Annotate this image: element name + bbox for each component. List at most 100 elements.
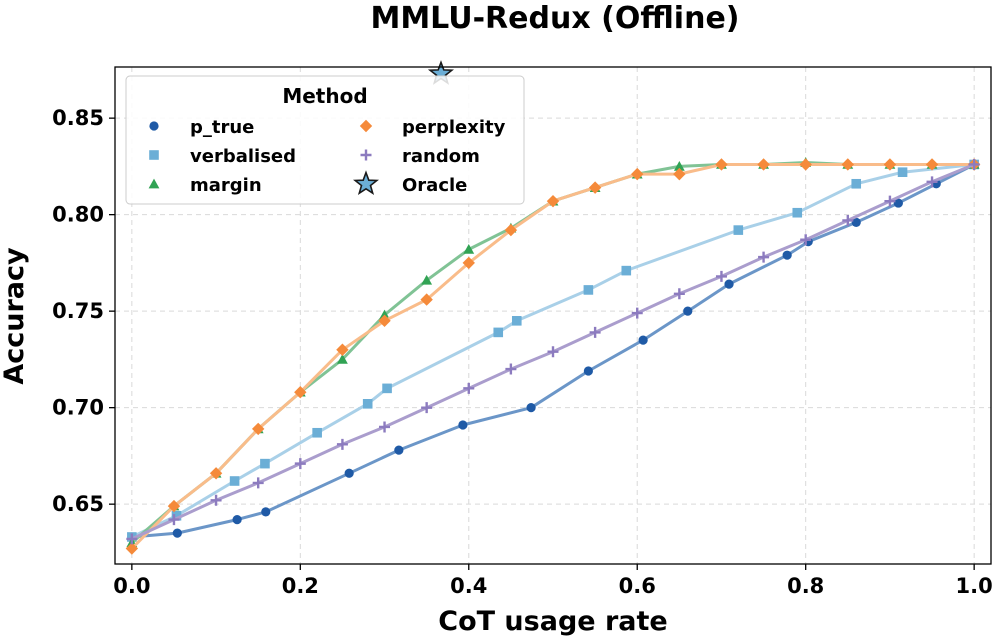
point-random	[547, 346, 559, 358]
legend-marker-perplexity	[359, 119, 373, 133]
grid	[115, 67, 991, 564]
x-tick-label: 0.6	[619, 574, 656, 598]
point-verbalised	[260, 458, 270, 469]
point-verbalised	[733, 225, 744, 235]
point-random	[800, 234, 812, 246]
point-random	[210, 494, 222, 506]
series-line-verbalised	[131, 163, 975, 539]
point-margin	[463, 243, 475, 254]
y-tick-label: 0.80	[52, 203, 104, 227]
x-tick-label: 0.2	[282, 574, 319, 598]
point-verbalised	[171, 510, 182, 521]
point-random	[842, 214, 854, 226]
point-random	[589, 326, 601, 338]
legend-label-verbalised: verbalised	[190, 146, 296, 167]
legend-item-margin: margin	[148, 175, 262, 196]
legend-marker-p-true	[149, 121, 159, 131]
point-perplexity	[631, 167, 644, 181]
point-verbalised	[511, 316, 522, 326]
point-perplexity	[673, 167, 686, 181]
legend-item-oracle: Oracle	[353, 170, 467, 196]
point-perplexity	[209, 467, 223, 480]
chart-title: MMLU-Redux (Offline)	[370, 1, 739, 36]
x-tick-label: 1.0	[956, 574, 993, 598]
point-verbalised	[229, 476, 240, 486]
point-verbalised	[312, 427, 322, 438]
y-tick-label: 0.75	[52, 299, 104, 323]
point-p-true	[261, 507, 271, 517]
point-perplexity	[378, 314, 391, 328]
series-line-p-true	[131, 163, 975, 539]
point-perplexity	[757, 158, 770, 171]
legend-label-margin: margin	[190, 175, 262, 196]
point-random	[421, 402, 433, 414]
point-random	[631, 307, 643, 319]
legend-label-p-true: p_true	[190, 117, 254, 138]
point-perplexity	[336, 343, 349, 356]
axis-ticks: 0.0 0.2 0.4 0.6 0.8 1.0 0.65 0.70 0.75 0.80 0.85	[52, 106, 993, 598]
point-verbalised	[897, 167, 908, 177]
point-random	[884, 195, 896, 207]
x-tick-label: 0.8	[787, 574, 824, 598]
point-random	[673, 288, 685, 300]
point-random	[336, 438, 348, 450]
point-p-true	[172, 528, 182, 538]
point-p-true	[458, 420, 468, 430]
point-verbalised	[583, 285, 594, 295]
point-verbalised	[382, 383, 392, 394]
point-perplexity	[251, 422, 265, 436]
point-perplexity	[883, 158, 897, 171]
point-perplexity	[588, 181, 602, 194]
point-perplexity	[504, 223, 518, 237]
point-p-true	[583, 366, 593, 376]
point-verbalised	[493, 327, 504, 338]
point-p-true	[724, 279, 734, 289]
point-perplexity	[167, 499, 181, 513]
legend-marker-oracle	[353, 170, 379, 196]
point-random	[758, 251, 770, 263]
point-p-true	[851, 217, 861, 227]
legend-item-verbalised: verbalised	[149, 146, 296, 167]
x-tick-label: 0.4	[450, 574, 487, 598]
point-p-true	[638, 335, 648, 345]
point-random	[968, 158, 980, 170]
legend-item-perplexity: perplexity	[359, 117, 506, 138]
legend-marker-verbalised	[149, 150, 159, 160]
y-tick-label: 0.65	[52, 492, 104, 516]
plot-frame	[114, 66, 992, 565]
point-random	[463, 382, 475, 394]
point-margin	[673, 161, 685, 171]
point-random	[126, 533, 138, 545]
legend-marker-random	[360, 149, 372, 161]
series-random	[126, 158, 980, 545]
y-axis-label: Accuracy	[0, 247, 30, 385]
point-random	[168, 514, 180, 526]
point-verbalised	[362, 399, 373, 409]
legend-title: Method	[282, 84, 367, 108]
legend-label-random: random	[402, 146, 480, 167]
x-tick-label: 0.0	[113, 574, 150, 598]
legend-item-p-true: p_true	[149, 117, 254, 138]
point-p-true	[232, 515, 242, 525]
legend-label-perplexity: perplexity	[402, 117, 506, 138]
point-perplexity	[841, 158, 855, 171]
point-verbalised	[621, 265, 632, 276]
point-perplexity	[294, 386, 307, 399]
legend-box	[125, 75, 525, 205]
point-random	[294, 458, 306, 470]
point-perplexity	[125, 542, 139, 555]
point-p-true	[526, 403, 536, 413]
y-tick-label: 0.70	[52, 396, 104, 420]
point-p-true	[394, 445, 404, 455]
x-axis-label: CoT usage rate	[438, 606, 668, 637]
point-perplexity	[420, 293, 433, 306]
point-perplexity	[925, 158, 939, 171]
point-margin	[379, 309, 390, 320]
legend-label-oracle: Oracle	[402, 175, 467, 196]
point-verbalised	[792, 207, 803, 218]
point-margin	[337, 354, 348, 364]
legend: Method p_true verbalised margin perplexity r…	[125, 75, 525, 205]
legend-item-random: random	[360, 146, 480, 167]
point-margin	[421, 274, 433, 285]
y-tick-label: 0.85	[52, 106, 104, 130]
